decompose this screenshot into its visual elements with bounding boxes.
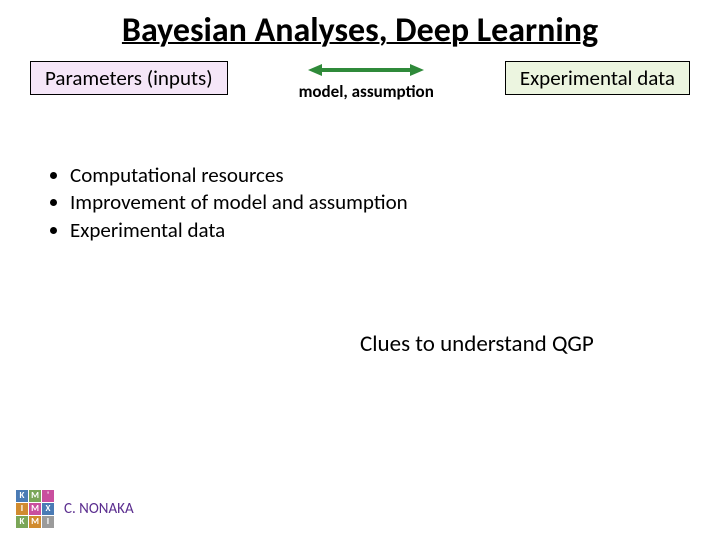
list-item: Improvement of model and assumption (70, 189, 720, 216)
relation-row: Parameters (inputs) model, assumption Ex… (0, 61, 720, 102)
clue-text: Clues to understand QGP (360, 330, 594, 358)
list-item: Experimental data (70, 217, 720, 244)
double-arrow-icon (306, 61, 426, 79)
list-item: Computational resources (70, 162, 720, 189)
arrow-region: model, assumption (228, 61, 505, 102)
bullet-list: Computational resources Improvement of m… (0, 162, 720, 244)
footer: KM'IMXKMI C. NONAKA (16, 490, 134, 528)
parameters-box: Parameters (inputs) (30, 61, 228, 95)
kmi-logo-icon: KM'IMXKMI (16, 490, 54, 528)
author-name: C. NONAKA (64, 500, 134, 518)
page-title: Bayesian Analyses, Deep Learning (0, 0, 720, 55)
experimental-box: Experimental data (505, 61, 690, 95)
arrow-label: model, assumption (299, 81, 434, 102)
